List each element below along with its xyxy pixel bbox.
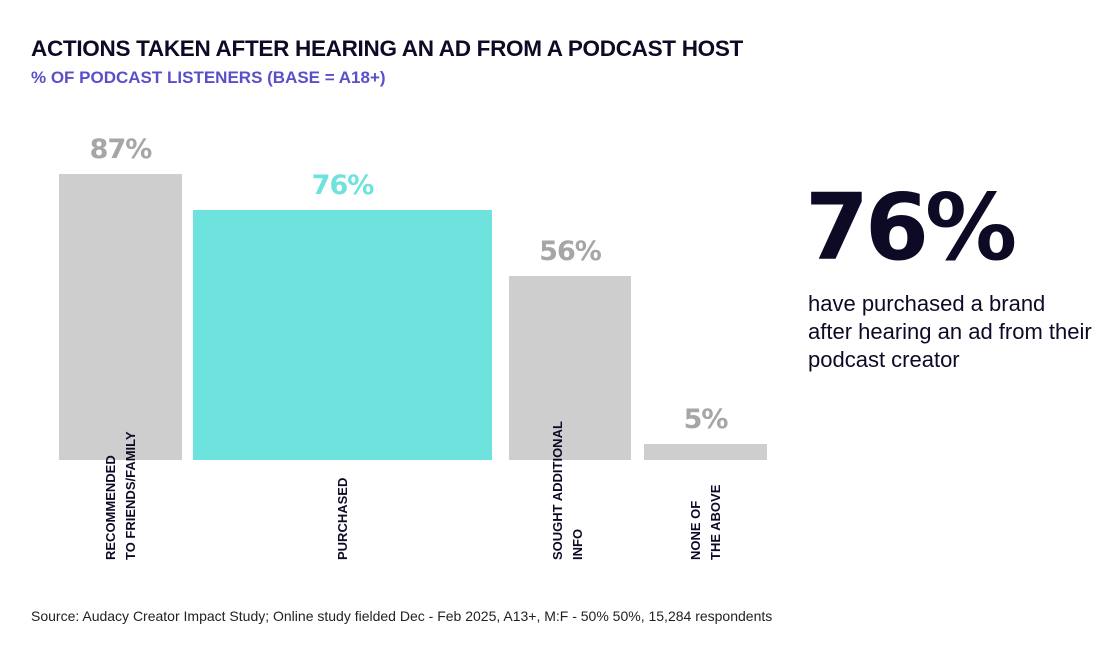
bar bbox=[193, 209, 492, 460]
data-label: 5% bbox=[683, 403, 729, 435]
bar bbox=[59, 173, 182, 460]
category-label: NONE OF THE ABOVE bbox=[688, 484, 723, 560]
bar bbox=[644, 443, 767, 460]
bar bbox=[509, 275, 631, 460]
data-label: 56% bbox=[539, 235, 602, 267]
data-label: 87% bbox=[89, 133, 153, 165]
data-label: 76% bbox=[311, 169, 375, 201]
bar-chart: 87% RECOMMENDED TO FRIENDS/FAMILY 76% PURCH… bbox=[59, 133, 767, 560]
source-note: Source: Audacy Creator Impact Study; Onl… bbox=[31, 608, 773, 624]
callout-value: 76% bbox=[805, 174, 1017, 281]
category-label: SOUGHT ADDITIONAL INFO bbox=[550, 421, 585, 560]
chart-subtitle: % OF PODCAST LISTENERS (BASE = A18+) bbox=[31, 68, 386, 87]
category-label: PURCHASED bbox=[335, 477, 350, 560]
chart-title: ACTIONS TAKEN AFTER HEARING AN AD FROM A… bbox=[31, 36, 743, 61]
callout-text: have purchased a brand after hearing an … bbox=[808, 291, 1092, 372]
category-label: RECOMMENDED TO FRIENDS/FAMILY bbox=[103, 431, 138, 560]
